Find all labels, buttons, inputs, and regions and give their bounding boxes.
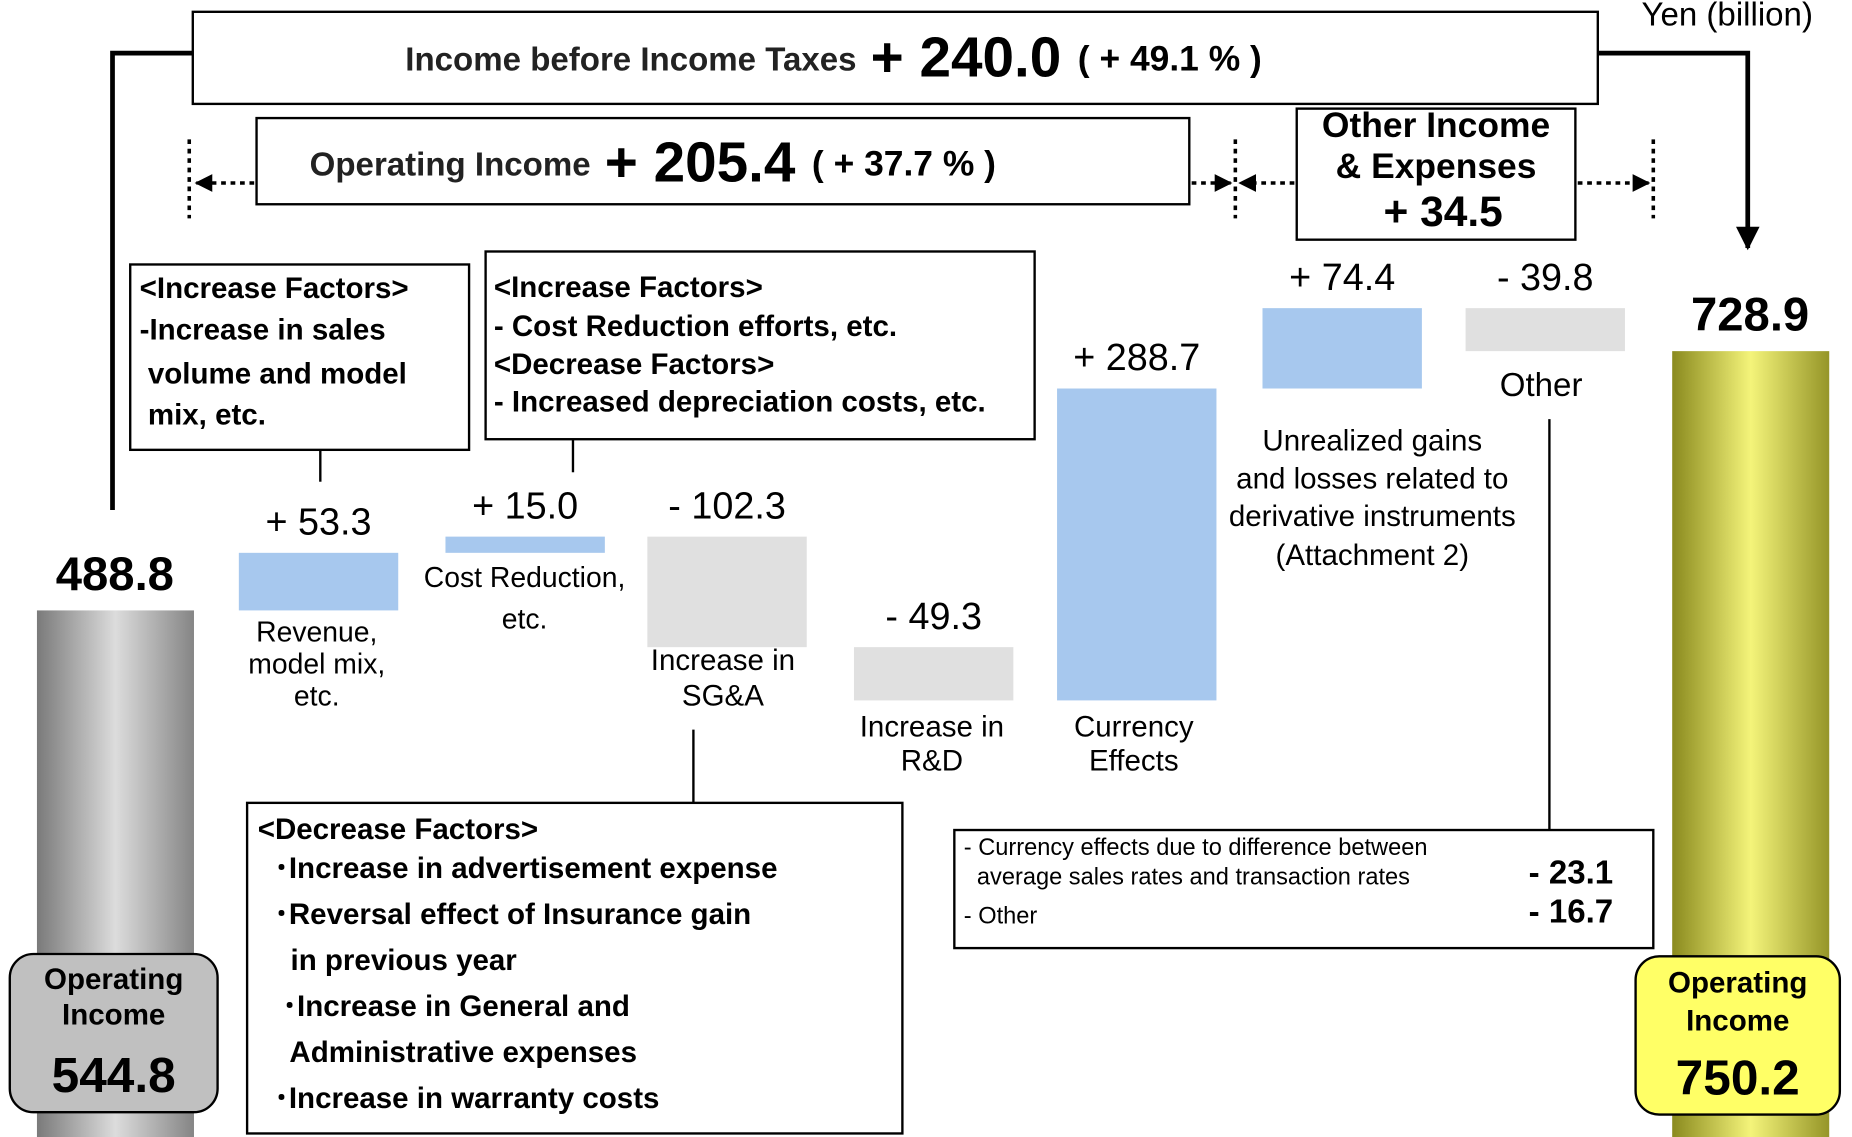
value-label: - 39.8 [1497,257,1594,299]
bar [853,647,1014,701]
category-label: R&D [901,745,963,778]
category-label: etc. [502,604,548,636]
note-line: in previous year [258,944,518,977]
header-percent: ( + 49.1 % ) [1078,39,1262,79]
other-income-change: + 34.5 [1383,189,1502,236]
category-label: Increase in [651,644,795,677]
header-label: Income before Income Taxes [405,41,856,78]
pillar-box-label: Operating [44,963,183,996]
value-label: - 49.3 [885,596,982,638]
income-before-taxes: Income before Income Taxes + 240.0 ( + 49.… [405,26,1261,89]
note-line: <Decrease Factors> [258,813,538,846]
category-label: Other [1500,367,1583,404]
pillar-box-value: 544.8 [52,1047,176,1103]
category-label: SG&A [682,680,764,713]
note-line: Administrative expenses [258,1036,637,1069]
note-line: - Increased depreciation costs, etc. [494,386,986,419]
bar [1262,308,1422,389]
breakdown-label: - Currency effects due to difference bet… [964,835,1428,861]
operating-income-header: Operating Income + 205.4 ( + 37.7 % ) [310,131,996,194]
value-label: + 74.4 [1289,257,1395,299]
note-line: ･Reversal effect of Insurance gain [258,898,751,931]
pillar-top-label: 488.8 [56,548,174,601]
category-label: etc. [294,680,340,712]
category-label: Unrealized gains [1262,425,1482,458]
breakdown-value: - 16.7 [1529,894,1614,931]
category-label: Cost Reduction, [424,562,626,594]
note-line: ･Increase in advertisement expense [258,852,778,885]
note-line: ･Increase in warranty costs [258,1082,660,1115]
value-label: + 53.3 [266,501,372,543]
pillar-box [8,952,219,1114]
bar [1057,388,1217,701]
header-change: + 205.4 [605,131,796,194]
bar [445,536,605,553]
note-line: -Increase in sales [140,314,386,347]
pillar-box-value: 750.2 [1676,1050,1800,1106]
pillar-box [1634,955,1842,1116]
value-label: + 15.0 [472,485,578,527]
pillar-box-label: Income [62,998,165,1031]
note-line: <Increase Factors> [140,272,409,305]
note-line: <Decrease Factors> [494,348,774,381]
category-label: and losses related to [1236,462,1508,495]
bar [238,552,399,611]
breakdown-label: - Other [964,904,1038,930]
pillar-box-label: Income [1686,1004,1789,1037]
value-label: - 102.3 [668,485,786,527]
category-label: Effects [1089,745,1179,778]
note-line: volume and model [140,357,407,390]
category-label: model mix, [248,648,385,680]
pillar-box-label: Operating [1668,966,1807,999]
pillar-top-label: 728.9 [1691,289,1809,342]
note-line: mix, etc. [140,399,266,432]
category-label: Currency [1074,710,1194,743]
header-label: Operating Income [310,146,591,183]
note-line: <Increase Factors> [494,271,763,304]
bar [647,536,807,648]
category-label: Increase in [860,710,1004,743]
bar [1465,308,1625,352]
layout [110,10,1760,1135]
header-change: + 240.0 [871,26,1062,89]
category-label: Revenue, [256,617,377,649]
other-income-label: & Expenses [1336,146,1537,186]
unit-label: Yen (billion) [1641,0,1812,33]
other-income-label: Other Income [1322,105,1550,145]
value-label: + 288.7 [1073,337,1200,379]
category-label: derivative instruments [1229,500,1516,533]
note-line: - Cost Reduction efforts, etc. [494,310,897,343]
header-percent: ( + 37.7 % ) [812,144,996,184]
category-label: (Attachment 2) [1276,539,1469,572]
breakdown-label: average sales rates and transaction rate… [964,865,1410,891]
note-line: ･Increase in General and [258,990,630,1023]
breakdown-value: - 23.1 [1529,855,1614,892]
